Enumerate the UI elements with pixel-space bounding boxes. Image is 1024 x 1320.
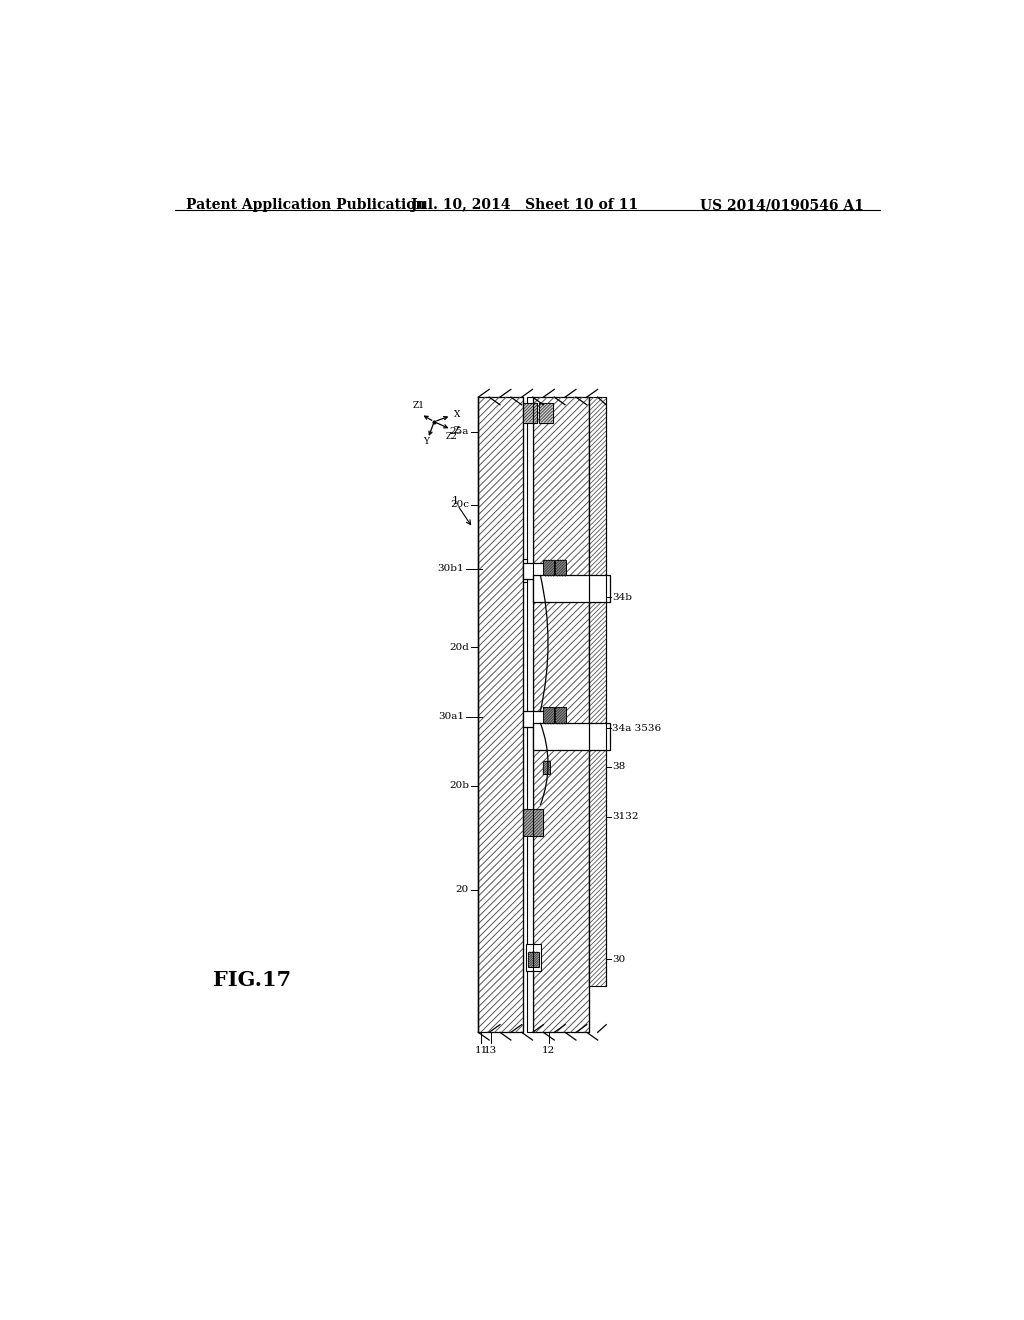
- Text: 38: 38: [612, 762, 626, 771]
- Text: 34b: 34b: [612, 593, 633, 602]
- Text: 30: 30: [612, 954, 626, 964]
- Text: X: X: [454, 411, 460, 420]
- Bar: [535, 577, 588, 599]
- Bar: [523, 809, 543, 836]
- Bar: [539, 404, 553, 422]
- Text: Z: Z: [454, 426, 460, 436]
- Text: 20c: 20c: [450, 500, 469, 510]
- Text: 3132: 3132: [612, 812, 639, 821]
- Bar: [528, 952, 539, 966]
- Bar: [535, 725, 588, 747]
- Text: 25a: 25a: [450, 428, 469, 436]
- Bar: [555, 708, 566, 725]
- Bar: [555, 560, 566, 577]
- Text: 20d: 20d: [450, 643, 469, 652]
- Text: Patent Application Publication: Patent Application Publication: [186, 198, 426, 213]
- Text: 30a1: 30a1: [438, 713, 464, 721]
- Text: 30b1: 30b1: [437, 565, 464, 573]
- Text: Z1: Z1: [413, 401, 425, 411]
- Bar: [543, 760, 550, 775]
- Bar: [523, 564, 563, 579]
- Text: 34a 3536: 34a 3536: [612, 723, 662, 733]
- Bar: [534, 576, 610, 602]
- Bar: [589, 397, 606, 986]
- Bar: [523, 404, 538, 422]
- Bar: [525, 944, 541, 970]
- Text: 1: 1: [452, 496, 459, 506]
- Text: Jul. 10, 2014   Sheet 10 of 11: Jul. 10, 2014 Sheet 10 of 11: [412, 198, 638, 213]
- Text: 11: 11: [475, 1047, 488, 1055]
- Bar: [544, 708, 554, 725]
- Text: 20: 20: [456, 886, 469, 895]
- Text: Z2: Z2: [445, 432, 457, 441]
- Bar: [478, 397, 523, 1032]
- Text: FIG.17: FIG.17: [213, 970, 292, 990]
- Bar: [534, 723, 610, 750]
- Text: US 2014/0190546 A1: US 2014/0190546 A1: [700, 198, 864, 213]
- Text: 20b: 20b: [449, 781, 469, 791]
- Bar: [544, 560, 554, 577]
- Text: 13: 13: [484, 1047, 498, 1055]
- Bar: [534, 397, 589, 1032]
- Bar: [527, 397, 534, 1032]
- Bar: [523, 558, 527, 582]
- Bar: [523, 711, 563, 726]
- Text: 12: 12: [542, 1047, 555, 1055]
- Text: Y: Y: [423, 437, 429, 446]
